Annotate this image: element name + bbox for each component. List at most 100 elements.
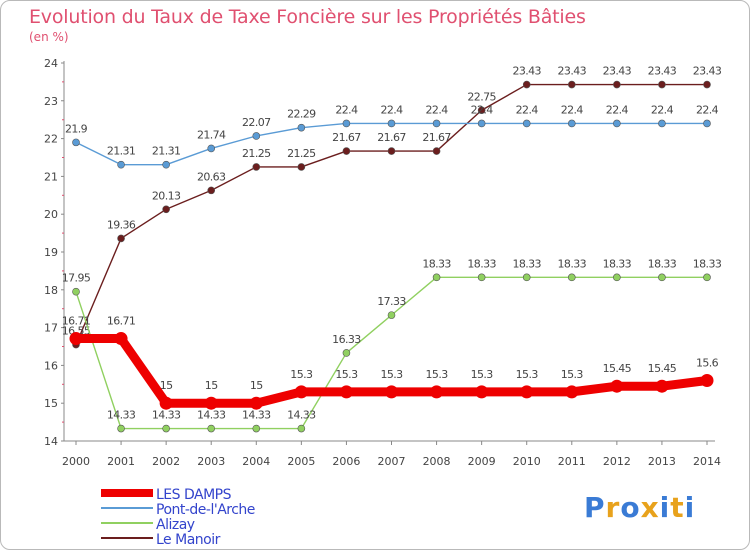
y-tick-label: 14 (44, 435, 58, 448)
data-label: 16.71 (62, 315, 91, 328)
data-label: 19.36 (107, 218, 136, 231)
data-label: 22.4 (696, 103, 719, 116)
data-label: 17.95 (62, 272, 91, 285)
data-point (252, 163, 261, 171)
y-tick-label: 24 (44, 57, 58, 70)
data-point (432, 147, 441, 155)
data-point (69, 332, 83, 346)
y-tick-label: 23 (44, 95, 58, 108)
data-label: 16.71 (107, 315, 136, 328)
y-tick-label: 18 (44, 284, 58, 297)
data-label: 22.4 (335, 103, 358, 116)
data-label: 21.67 (377, 131, 406, 144)
data-label: 23.43 (648, 65, 677, 78)
chart-title: Evolution du Taux de Taxe Foncière sur l… (29, 6, 586, 28)
data-point (567, 80, 576, 89)
x-tick-label: 2010 (513, 455, 541, 468)
data-label: 21.31 (107, 145, 136, 158)
data-point (613, 119, 621, 128)
y-tick-label: 22 (44, 133, 58, 146)
data-label: 22.4 (471, 103, 494, 116)
data-point (475, 385, 489, 399)
data-point (430, 385, 444, 399)
data-point (432, 119, 441, 128)
data-point (658, 119, 666, 128)
data-label: 14.33 (242, 409, 271, 422)
data-label: 22.07 (242, 116, 271, 129)
data-label: 18.33 (422, 257, 451, 270)
series-les-damps: 16.71 16.71 15 15 15 15.3 15.3 15.3 15.3 15.3 15.3… (62, 315, 719, 410)
data-point (703, 273, 711, 282)
x-tick-label: 2013 (648, 455, 676, 468)
legend-label: Pont-de-l'Arche (156, 502, 255, 518)
data-point (339, 385, 353, 399)
data-point (297, 424, 306, 433)
data-label: 15.3 (471, 368, 494, 381)
y-tick-label: 17 (44, 322, 58, 335)
y-tick-label: 19 (44, 246, 58, 259)
data-label: 15.3 (290, 368, 313, 381)
y-tick-label: 21 (44, 170, 58, 183)
data-point (342, 119, 351, 128)
data-label: 15 (250, 379, 263, 392)
data-label: 18.33 (558, 257, 587, 270)
data-label: 22.4 (426, 103, 449, 116)
data-label: 21.67 (422, 131, 451, 144)
data-label: 14.33 (152, 409, 181, 422)
data-point (700, 374, 714, 388)
data-point (117, 234, 125, 243)
data-label: 14.33 (107, 409, 136, 422)
x-tick-label: 2012 (603, 455, 631, 468)
data-point (72, 287, 80, 296)
data-label: 17.33 (377, 295, 406, 308)
data-label: 21.31 (152, 145, 181, 158)
data-label: 21.25 (287, 147, 316, 160)
data-point (385, 385, 398, 399)
data-point (613, 80, 621, 89)
legend-swatch (101, 537, 153, 539)
data-point (567, 119, 576, 128)
data-point (703, 119, 711, 128)
data-point (252, 424, 261, 433)
data-label: 15.3 (380, 368, 403, 381)
data-label: 15.6 (696, 357, 719, 370)
data-point (249, 396, 263, 410)
data-point (297, 163, 306, 171)
data-point (72, 138, 80, 147)
data-label: 16.33 (332, 333, 361, 346)
data-point (117, 424, 125, 433)
proxiti-logo: Proxiti (584, 491, 696, 524)
data-label: 21.67 (332, 131, 361, 144)
data-point (162, 160, 170, 169)
data-point (520, 385, 534, 399)
data-label: 15.3 (426, 368, 449, 381)
data-point (567, 273, 576, 282)
data-point (658, 273, 666, 282)
x-tick-label: 2005 (287, 455, 315, 468)
x-tick-label: 2004 (242, 455, 270, 468)
data-point (387, 147, 396, 155)
data-label: 21.9 (65, 122, 88, 135)
legend-swatch (101, 507, 153, 509)
x-tick-label: 2003 (197, 455, 225, 468)
x-tick-label: 2007 (378, 455, 406, 468)
data-point (342, 349, 351, 357)
data-label: 21.74 (197, 128, 226, 141)
data-point (477, 106, 486, 115)
data-label: 22.4 (380, 103, 403, 116)
data-point (207, 144, 216, 153)
data-point (387, 119, 396, 128)
data-point (159, 396, 173, 410)
data-point (207, 186, 216, 195)
unit-label: (en %) (29, 30, 69, 44)
data-label: 14.33 (197, 409, 226, 422)
data-point (477, 273, 486, 282)
data-point (252, 132, 261, 140)
data-point (655, 379, 669, 393)
data-label: 18.33 (693, 257, 722, 270)
data-label: 23.43 (512, 65, 541, 78)
x-tick-label: 2001 (107, 455, 135, 468)
